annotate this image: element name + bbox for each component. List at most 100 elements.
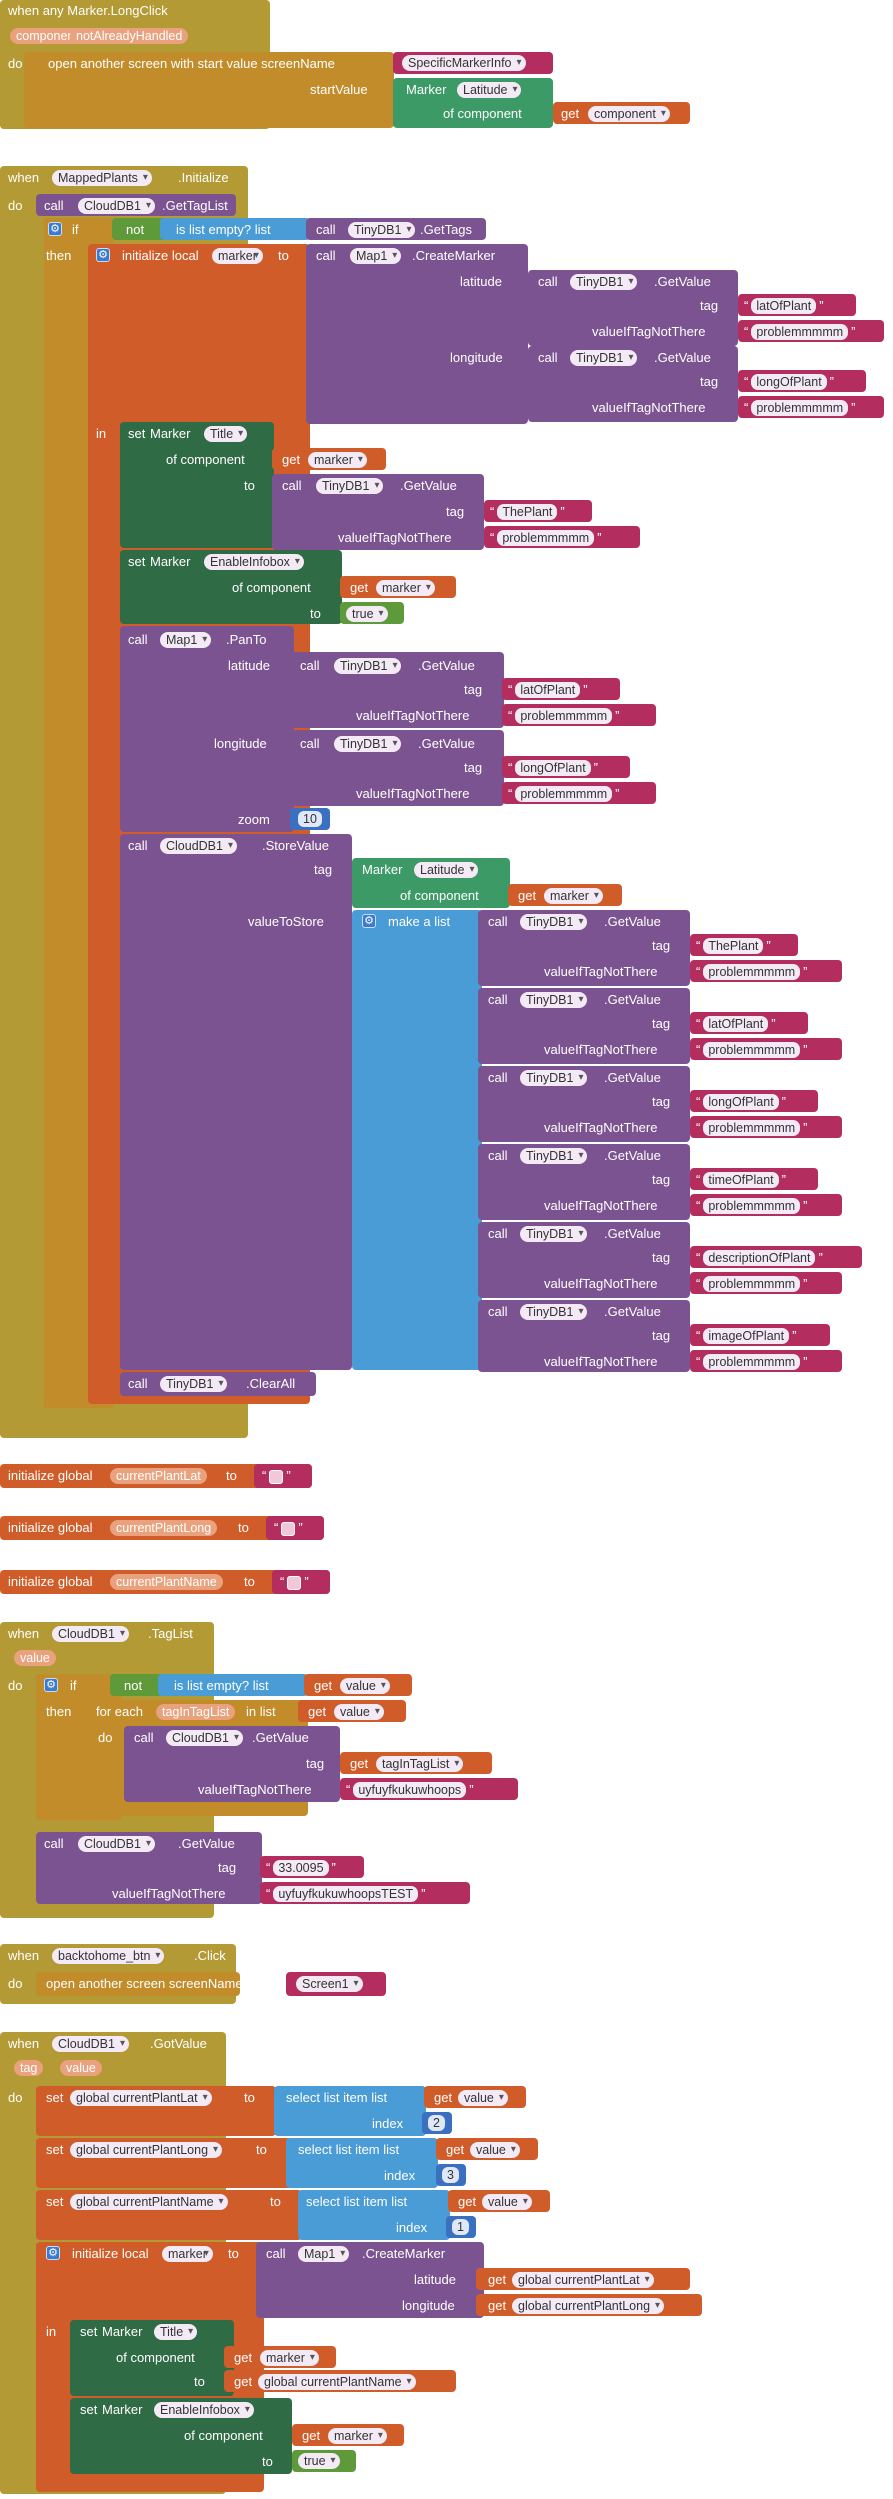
mutator-gear-icon[interactable]: ⚙: [44, 1678, 58, 1692]
value-var-dropdown[interactable]: value: [470, 2142, 520, 2158]
param-not-already-handled[interactable]: notAlreadyHandled: [70, 28, 189, 44]
select-list-item-block[interactable]: [298, 2190, 450, 2240]
latitude-dropdown[interactable]: Latitude: [457, 82, 522, 98]
value-var-dropdown[interactable]: value: [458, 2090, 508, 2106]
global-var-name[interactable]: currentPlantLong: [110, 1520, 218, 1536]
set-marker-title-block[interactable]: [70, 2320, 234, 2396]
tinydb-dropdown[interactable]: TinyDB1: [520, 992, 588, 1008]
open-screen-label: open another screen with start value scr…: [48, 56, 335, 71]
param-component[interactable]: component: [10, 28, 84, 44]
global-var-dropdown[interactable]: global currentPlantLong: [512, 2298, 665, 2314]
mutator-gear-icon[interactable]: ⚙: [46, 2246, 60, 2260]
set-label: set: [46, 2090, 64, 2105]
event-name: .GotValue: [150, 2036, 207, 2051]
tinydb-dropdown[interactable]: TinyDB1: [570, 350, 638, 366]
latitude-dropdown[interactable]: Latitude: [414, 862, 479, 878]
marker-var-dropdown[interactable]: marker: [328, 2428, 387, 2444]
clouddb-dropdown[interactable]: CloudDB1: [166, 1730, 243, 1746]
not-block[interactable]: [112, 218, 172, 240]
true-dropdown[interactable]: true: [346, 606, 388, 622]
component-var-dropdown[interactable]: component: [588, 106, 670, 122]
loop-var-name[interactable]: tagInTagList: [156, 1704, 236, 1720]
global-var-dropdown[interactable]: global currentPlantLat: [512, 2272, 654, 2288]
get-label: get: [302, 2428, 321, 2443]
param-value[interactable]: value: [60, 2060, 102, 2076]
component-dropdown[interactable]: CloudDB1: [52, 1626, 129, 1642]
component-dropdown[interactable]: backtohome_btn: [52, 1948, 165, 1964]
screen-name-dropdown[interactable]: SpecificMarkerInfo: [402, 55, 526, 71]
value-var-dropdown[interactable]: value: [482, 2194, 532, 2210]
to-label: to: [262, 2454, 273, 2469]
tinydb-dropdown[interactable]: TinyDB1: [334, 658, 402, 674]
tinydb-dropdown[interactable]: TinyDB1: [520, 1148, 588, 1164]
map-dropdown[interactable]: Map1: [160, 632, 212, 648]
global-var-dropdown[interactable]: global currentPlantName: [258, 2374, 416, 2390]
clouddb-dropdown[interactable]: CloudDB1: [160, 838, 237, 854]
do-label: do: [8, 198, 23, 213]
open-screen-with-value-block[interactable]: [24, 52, 394, 128]
tinydb-dropdown[interactable]: TinyDB1: [520, 1070, 588, 1086]
clouddb-dropdown[interactable]: CloudDB1: [78, 198, 155, 214]
title-prop-dropdown[interactable]: Title: [204, 426, 248, 442]
not-block[interactable]: [110, 1674, 170, 1696]
getvalue-label: .GetValue: [604, 992, 661, 1007]
map-createmarker-block[interactable]: [306, 244, 528, 424]
longitude-param: longitude: [402, 2298, 455, 2313]
map-dropdown[interactable]: Map1: [298, 2246, 350, 2262]
select-list-item-block[interactable]: [286, 2138, 438, 2188]
global-var-name[interactable]: currentPlantLat: [110, 1468, 207, 1484]
marker-var-dropdown[interactable]: marker: [308, 452, 367, 468]
marker-var-dropdown[interactable]: marker: [376, 580, 435, 596]
tinydb-dropdown[interactable]: TinyDB1: [348, 222, 416, 238]
open-screen-block[interactable]: [36, 1972, 240, 1996]
title-prop-dropdown[interactable]: Title: [154, 2324, 198, 2340]
component-dropdown[interactable]: CloudDB1: [52, 2036, 129, 2052]
value-var-dropdown[interactable]: value: [334, 1704, 384, 1720]
set-marker-title-block[interactable]: [120, 422, 274, 548]
tinydb-dropdown[interactable]: TinyDB1: [316, 478, 384, 494]
screen-name-dropdown[interactable]: Screen1: [296, 1976, 363, 1992]
param-value[interactable]: value: [14, 1650, 56, 1666]
get-label: get: [561, 106, 580, 121]
true-dropdown[interactable]: true: [298, 2453, 340, 2469]
select-list-item-label: select list item list: [306, 2194, 408, 2209]
map-createmarker-block[interactable]: [256, 2242, 484, 2318]
index-value[interactable]: 3: [442, 2167, 459, 2183]
global-var-dropdown[interactable]: global currentPlantLong: [70, 2142, 223, 2158]
global-var-name[interactable]: currentPlantName: [110, 1574, 223, 1590]
mutator-gear-icon[interactable]: ⚙: [48, 222, 62, 236]
map-dropdown[interactable]: Map1: [350, 248, 402, 264]
tinydb-dropdown[interactable]: TinyDB1: [520, 1304, 588, 1320]
local-var-name[interactable]: marker: [212, 248, 263, 264]
tinydb-dropdown[interactable]: TinyDB1: [520, 1226, 588, 1242]
index-value[interactable]: 1: [452, 2219, 469, 2235]
mutator-gear-icon[interactable]: ⚙: [362, 914, 376, 928]
clouddb-dropdown[interactable]: CloudDB1: [78, 1836, 155, 1852]
tinydb-dropdown[interactable]: TinyDB1: [334, 736, 402, 752]
index-value[interactable]: 2: [428, 2115, 445, 2131]
loop-var-dropdown[interactable]: tagInTagList: [376, 1756, 464, 1772]
make-a-list-block[interactable]: [352, 910, 482, 1370]
marker-var-dropdown[interactable]: marker: [544, 888, 603, 904]
tinydb-dropdown[interactable]: TinyDB1: [160, 1376, 228, 1392]
global-var-dropdown[interactable]: global currentPlantName: [70, 2194, 228, 2210]
value-if-not-there-param: valueIfTagNotThere: [544, 1120, 658, 1135]
map-panto-block[interactable]: [120, 626, 294, 832]
marker-var-dropdown[interactable]: marker: [260, 2350, 319, 2366]
value-var-dropdown[interactable]: value: [340, 1678, 390, 1694]
enableinfobox-prop-dropdown[interactable]: EnableInfobox: [154, 2402, 254, 2418]
tinydb-dropdown[interactable]: TinyDB1: [570, 274, 638, 290]
global-var-dropdown[interactable]: global currentPlantLat: [70, 2090, 212, 2106]
local-var-name[interactable]: marker: [162, 2246, 213, 2262]
clouddb-storevalue-block[interactable]: [120, 834, 352, 1370]
do-label: do: [8, 1976, 23, 1991]
tinydb-dropdown[interactable]: TinyDB1: [520, 914, 588, 930]
select-list-item-block[interactable]: [274, 2086, 426, 2136]
is-list-empty-block[interactable]: [158, 1674, 308, 1696]
mutator-gear-icon[interactable]: ⚙: [96, 248, 110, 262]
param-tag[interactable]: tag: [14, 2060, 44, 2076]
enableinfobox-prop-dropdown[interactable]: EnableInfobox: [204, 554, 304, 570]
is-list-empty-block[interactable]: [160, 218, 310, 240]
component-dropdown[interactable]: MappedPlants: [52, 170, 152, 186]
zoom-value[interactable]: 10: [298, 811, 322, 827]
